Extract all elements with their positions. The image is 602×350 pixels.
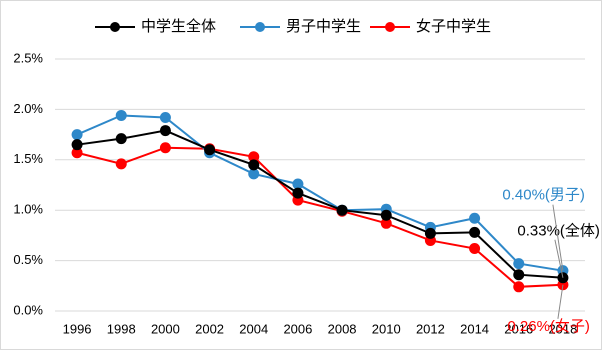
data-point	[71, 147, 83, 159]
data-point	[292, 178, 304, 190]
data-point	[115, 133, 127, 145]
data-point	[248, 151, 260, 163]
x-tick-label: 2002	[195, 321, 224, 336]
data-point	[513, 281, 525, 293]
x-tick-label: 1998	[107, 321, 136, 336]
legend-text: 女子中学生	[416, 17, 491, 35]
data-point	[159, 142, 171, 154]
x-tick-label: 2018	[548, 321, 577, 336]
series-line	[76, 146, 563, 288]
x-tick-label: 2004	[239, 321, 268, 336]
x-tick-label: 2014	[460, 321, 489, 336]
y-tick-label: 1.0%	[13, 202, 43, 217]
y-tick-label: 2.5%	[13, 50, 43, 65]
data-point	[380, 217, 392, 229]
data-point	[424, 227, 436, 239]
data-point	[469, 226, 481, 238]
legend-marker	[255, 22, 265, 32]
series-line	[76, 129, 563, 279]
data-point	[159, 111, 171, 123]
y-tick-label: 0.0%	[13, 302, 43, 317]
x-tick-label: 2006	[283, 321, 312, 336]
data-point	[469, 243, 481, 255]
legend-text: 男子中学生	[286, 18, 361, 35]
y-tick-label: 0.5%	[13, 252, 43, 267]
data-point	[204, 144, 216, 156]
data-point	[513, 269, 525, 281]
series-line	[76, 114, 564, 272]
data-point	[513, 258, 525, 270]
leader-line	[554, 239, 564, 278]
data-point	[248, 168, 260, 180]
data-point	[115, 109, 127, 121]
data-point	[292, 187, 304, 199]
end-label: 0.26%(女子)	[507, 317, 590, 335]
data-point	[380, 209, 392, 221]
x-tick-label: 2000	[151, 321, 180, 336]
data-point	[469, 212, 481, 224]
x-tick-label: 2008	[328, 321, 357, 336]
data-point	[71, 129, 83, 141]
x-tick-label: 2012	[416, 321, 445, 336]
y-tick-label: 2.0%	[13, 101, 43, 116]
legend-marker	[110, 22, 120, 32]
data-point	[159, 125, 171, 137]
data-point	[248, 159, 260, 171]
end-label: 0.40%(男子)	[502, 187, 585, 204]
x-tick-label: 1996	[63, 321, 92, 336]
leader-line	[552, 204, 564, 271]
end-label: 0.33%(全体)	[517, 222, 600, 240]
legend-marker	[385, 22, 395, 32]
legend-text: 中学生全体	[141, 17, 216, 35]
y-tick-label: 1.5%	[13, 151, 43, 166]
x-tick-label: 2016	[504, 321, 533, 336]
leader-line	[557, 284, 564, 319]
data-point	[71, 139, 83, 151]
data-point	[115, 158, 127, 170]
data-point	[336, 204, 348, 216]
x-tick-label: 2010	[372, 321, 401, 336]
